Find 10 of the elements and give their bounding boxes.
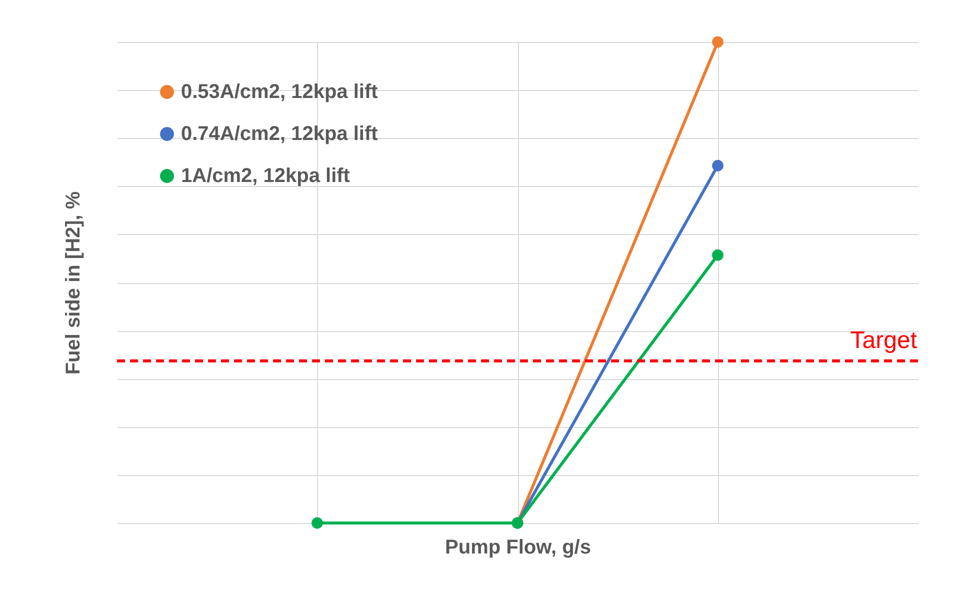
x-axis-title: Pump Flow, g/s — [445, 536, 591, 558]
legend-label: 0.74A/cm2, 12kpa lift — [181, 123, 378, 145]
y-axis-title: Fuel side in [H2], % — [62, 191, 84, 375]
point — [712, 160, 724, 172]
point — [712, 36, 724, 48]
legend-label: 0.53A/cm2, 12kpa lift — [181, 81, 378, 103]
point — [712, 249, 724, 261]
legend-label: 1A/cm2, 12kpa lift — [181, 165, 350, 187]
point — [312, 517, 323, 529]
ref-line-label: Target — [850, 326, 918, 354]
